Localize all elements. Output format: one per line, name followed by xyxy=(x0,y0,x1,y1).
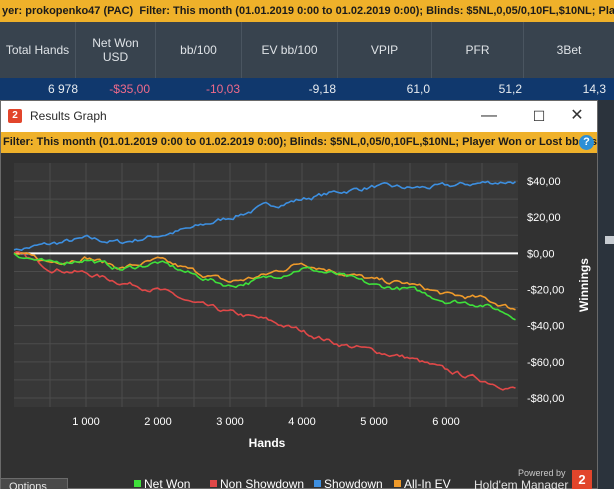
brand-name: Hold'em Manager xyxy=(474,478,569,489)
y-tick-labels: $40,00 $20,00 $0,00 -$20,00 -$40,00 -$60,00 -$… xyxy=(527,176,564,405)
y-tick-label: -$60,00 xyxy=(527,357,564,369)
close-button[interactable]: ✕ xyxy=(570,107,584,124)
stats-table-header: Total Hands Net Won USD bb/100 EV bb/100… xyxy=(0,22,614,78)
value-vpip: 61,0 xyxy=(406,82,430,96)
window-title: Results Graph xyxy=(30,109,107,123)
series-lines xyxy=(13,180,516,391)
options-label: Options xyxy=(9,481,47,489)
legend-label: Showdown xyxy=(324,477,383,489)
series-line-net-won xyxy=(13,252,516,321)
powered-by-label: Powered by xyxy=(518,468,566,478)
series-line-showdown xyxy=(13,180,516,251)
legend-label: Non Showdown xyxy=(220,477,304,489)
y-tick-label: -$80,00 xyxy=(527,393,564,405)
x-tick-label: 3 000 xyxy=(216,416,244,428)
x-axis-title: Hands xyxy=(249,436,286,450)
y-tick-label: -$40,00 xyxy=(527,321,564,333)
y-tick-label: $40,00 xyxy=(527,176,561,188)
value-3bet: 14,3 xyxy=(582,82,606,96)
y-tick-label: $0,00 xyxy=(527,248,555,260)
legend-label: Net Won xyxy=(144,477,190,489)
legend-swatch xyxy=(134,480,141,487)
graph-filter-label: Filter: xyxy=(3,136,34,148)
value-net-won: -$35,00 xyxy=(109,82,150,96)
options-button[interactable]: Options xyxy=(0,478,68,489)
legend-swatch xyxy=(314,480,321,487)
column-total-hands[interactable]: Total Hands xyxy=(0,22,76,78)
x-tick-label: 5 000 xyxy=(360,416,388,428)
x-tick-label: 2 000 xyxy=(144,416,172,428)
minimize-button[interactable]: — xyxy=(481,107,497,124)
graph-filter-bar[interactable]: Filter: This month (01.01.2019 0:00 to 0… xyxy=(1,132,597,153)
grid-lines xyxy=(14,163,518,407)
background-window-edge xyxy=(598,100,614,489)
player-label: yer: prokopenko47 (PAC) xyxy=(2,5,134,17)
x-tick-label: 4 000 xyxy=(288,416,316,428)
series-line-all-in-ev xyxy=(13,252,516,311)
maximize-button[interactable]: ☐ xyxy=(532,108,546,124)
legend-swatch xyxy=(394,480,401,487)
column-vpip[interactable]: VPIP xyxy=(338,22,432,78)
column-3bet[interactable]: 3Bet xyxy=(556,43,582,57)
results-chart: $40,00 $20,00 $0,00 -$20,00 -$40,00 -$60,00 -$… xyxy=(13,163,591,489)
filter-text: This month (01.01.2019 0:00 to 01.02.201… xyxy=(172,5,614,17)
stats-table-row[interactable]: 6 978 -$35,00 -10,03 -9,18 61,0 51,2 14,… xyxy=(0,78,614,100)
column-net-won[interactable]: Net Won USD xyxy=(76,22,156,78)
legend-swatch xyxy=(210,480,217,487)
value-total-hands: 6 978 xyxy=(47,82,78,96)
value-pfr: 51,2 xyxy=(498,82,522,96)
side-panel-icon[interactable] xyxy=(605,236,614,244)
help-icon[interactable]: ? xyxy=(579,135,594,150)
x-tick-labels: 1 000 2 000 3 000 4 000 5 000 6 000 xyxy=(72,416,460,428)
y-tick-label: $20,00 xyxy=(527,212,561,224)
y-tick-label: -$20,00 xyxy=(527,285,564,297)
brand-logo-icon: 2 xyxy=(572,470,592,489)
value-ev-bb100: -9,18 xyxy=(308,82,336,96)
stats-filter-bar: yer: prokopenko47 (PAC) Filter: This mon… xyxy=(0,0,614,22)
x-tick-label: 1 000 xyxy=(72,416,100,428)
legend: Net Won Non Showdown Showdown All-In EV xyxy=(134,477,451,489)
filter-label: Filter: xyxy=(139,5,170,17)
y-axis-title: Winnings xyxy=(577,258,591,312)
series-line-non-showdown xyxy=(13,251,516,391)
graph-filter-text: This month (01.01.2019 0:00 to 01.02.201… xyxy=(36,136,597,148)
value-bb100: -10,03 xyxy=(205,82,240,96)
legend-label: All-In EV xyxy=(404,477,451,489)
x-tick-label: 6 000 xyxy=(432,416,460,428)
titlebar[interactable]: 2 Results Graph — ☐ ✕ xyxy=(1,101,597,132)
column-ev-bb100[interactable]: EV bb/100 xyxy=(242,22,338,78)
column-pfr[interactable]: PFR xyxy=(432,22,524,78)
column-bb100[interactable]: bb/100 xyxy=(156,22,242,78)
app-logo-icon: 2 xyxy=(8,109,22,123)
